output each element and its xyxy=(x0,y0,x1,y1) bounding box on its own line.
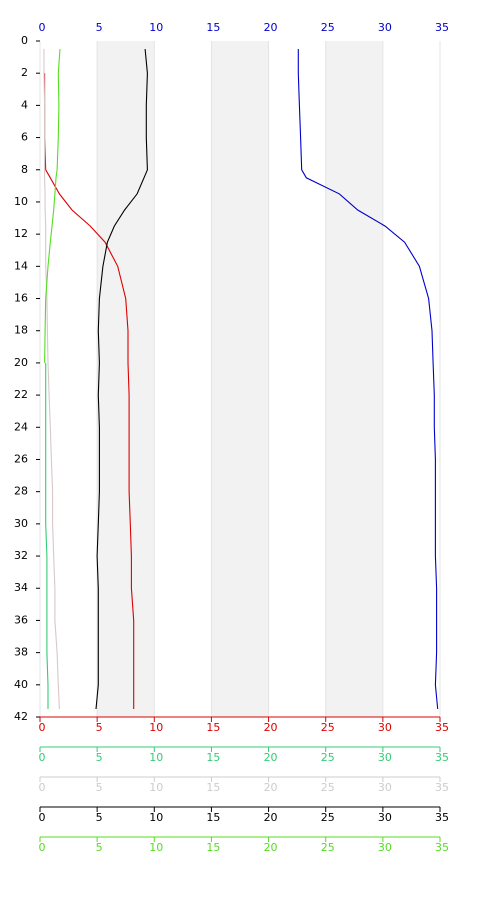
y-tick-label: 4 xyxy=(21,98,28,111)
x-tick-label: 15 xyxy=(206,811,220,824)
y-tick-label: 30 xyxy=(14,517,28,530)
x-tick-label: 10 xyxy=(149,811,163,824)
y-tick-label: 22 xyxy=(14,388,28,401)
x-tick-label: 15 xyxy=(206,721,220,734)
x-tick-label: 15 xyxy=(206,841,220,854)
band xyxy=(325,41,383,717)
series-line xyxy=(43,49,60,710)
x-tick-label: 5 xyxy=(96,811,103,824)
y-tick-label: 0 xyxy=(21,34,28,47)
x-tick-label: 35 xyxy=(435,781,449,794)
x-tick-label: 5 xyxy=(96,781,103,794)
x-tick-label: 30 xyxy=(378,721,392,734)
x-tick-label: 0 xyxy=(39,721,46,734)
y-tick-label: 6 xyxy=(21,131,28,144)
x-tick-label: 20 xyxy=(264,751,278,764)
x-tick-label: 30 xyxy=(378,21,392,34)
x-tick-label: 5 xyxy=(96,21,103,34)
x-tick-label: 20 xyxy=(264,21,278,34)
x-tick-label: 20 xyxy=(264,721,278,734)
x-tick-label: 35 xyxy=(435,841,449,854)
x-tick-label: 20 xyxy=(264,781,278,794)
y-tick-label: 2 xyxy=(21,66,28,79)
x-tick-label: 30 xyxy=(378,811,392,824)
y-tick-label: 36 xyxy=(14,613,28,626)
x-tick-label: 10 xyxy=(149,721,163,734)
x-tick-label: 35 xyxy=(435,751,449,764)
x-tick-label: 0 xyxy=(39,841,46,854)
x-tick-label: 35 xyxy=(435,811,449,824)
band xyxy=(97,41,155,717)
y-tick-label: 40 xyxy=(14,678,28,691)
y-tick-label: 32 xyxy=(14,549,28,562)
x-tick-label: 35 xyxy=(435,721,449,734)
x-tick-label: 25 xyxy=(321,21,335,34)
y-tick-label: 28 xyxy=(14,485,28,498)
y-tick-label: 16 xyxy=(14,292,28,305)
x-tick-label: 0 xyxy=(39,21,46,34)
x-tick-label: 0 xyxy=(39,751,46,764)
x-tick-label: 25 xyxy=(321,751,335,764)
series-line xyxy=(95,48,148,710)
x-tick-label: 30 xyxy=(378,751,392,764)
y-tick-label: 38 xyxy=(14,646,28,659)
x-tick-label: 15 xyxy=(206,781,220,794)
x-tick-label: 30 xyxy=(378,781,392,794)
x-tick-label: 25 xyxy=(321,841,335,854)
series-line xyxy=(44,48,61,363)
x-tick-label: 10 xyxy=(149,781,163,794)
y-tick-label: 34 xyxy=(14,581,28,594)
y-tick-label: 26 xyxy=(14,452,28,465)
x-tick-label: 0 xyxy=(39,781,46,794)
y-tick-label: 14 xyxy=(14,259,28,272)
y-tick-label: 12 xyxy=(14,227,28,240)
x-tick-label: 10 xyxy=(149,751,163,764)
y-tick-label: 10 xyxy=(14,195,28,208)
band xyxy=(211,41,269,717)
x-tick-label: 20 xyxy=(264,811,278,824)
y-tick-label: 24 xyxy=(14,420,28,433)
y-tick-label: 42 xyxy=(14,710,28,723)
y-tick-label: 18 xyxy=(14,324,28,337)
x-tick-label: 25 xyxy=(321,721,335,734)
x-tick-label: 5 xyxy=(96,751,103,764)
x-tick-label: 25 xyxy=(321,781,335,794)
series-line xyxy=(297,49,439,710)
x-tick-label: 5 xyxy=(96,721,103,734)
x-tick-label: 10 xyxy=(149,841,163,854)
x-tick-label: 35 xyxy=(435,21,449,34)
y-tick-label: 20 xyxy=(14,356,28,369)
series-line xyxy=(44,73,135,709)
x-tick-label: 5 xyxy=(96,841,103,854)
x-tick-label: 15 xyxy=(206,751,220,764)
y-tick-label: 8 xyxy=(21,163,28,176)
x-tick-label: 25 xyxy=(321,811,335,824)
x-tick-label: 10 xyxy=(149,21,163,34)
x-tick-label: 15 xyxy=(206,21,220,34)
series-line xyxy=(45,362,49,709)
x-tick-label: 30 xyxy=(378,841,392,854)
x-tick-label: 20 xyxy=(264,841,278,854)
x-tick-label: 0 xyxy=(39,811,46,824)
